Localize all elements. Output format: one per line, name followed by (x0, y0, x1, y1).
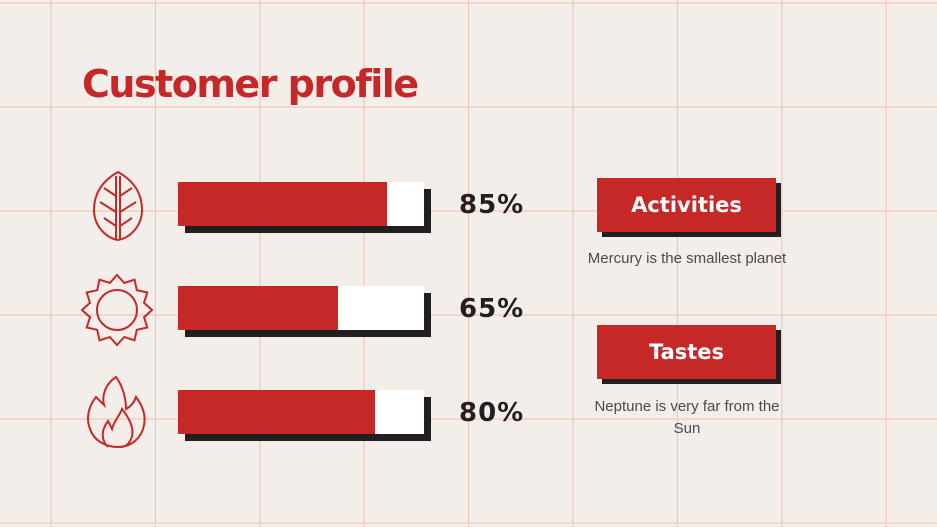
fire-icon (87, 375, 146, 449)
sun-icon (80, 273, 154, 347)
percentage-label: 80% (459, 398, 525, 428)
percentage-label: 85% (459, 190, 525, 220)
progress-bar-2 (178, 286, 431, 337)
bar-fill (178, 182, 388, 226)
page-title: Customer profile (82, 62, 419, 106)
bar-fill (178, 390, 375, 434)
bar-fill (178, 286, 338, 330)
bar-track (178, 390, 424, 434)
tag-label: Tastes (597, 325, 776, 379)
progress-bar-3 (178, 390, 431, 441)
percentage-label: 65% (459, 294, 525, 324)
tastes-tag: Tastes (597, 325, 781, 384)
progress-bar-1 (178, 182, 431, 233)
bar-track (178, 286, 424, 330)
activities-description: Mercury is the smallest planet (587, 250, 787, 267)
leaf-icon (92, 170, 144, 242)
tastes-description: Neptune is very far from the Sun (594, 398, 780, 437)
tag-label: Activities (597, 178, 776, 232)
bar-track (178, 182, 424, 226)
activities-tag: Activities (597, 178, 781, 237)
